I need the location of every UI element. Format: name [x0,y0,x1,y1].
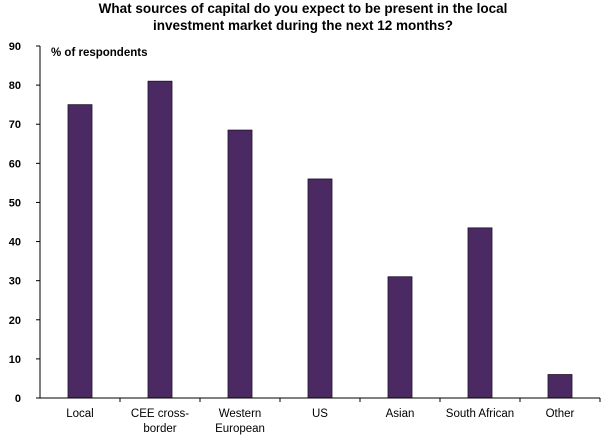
x-tick-label: Other [546,408,575,420]
axes-group [39,46,600,399]
bars-group [67,80,573,399]
bar [547,374,573,399]
y-ticks-group: 0 10 20 30 40 50 60 70 80 90 [9,41,40,405]
y-tick-label: 20 [9,315,21,327]
bar [467,227,493,399]
x-tick-label: Local [66,408,94,420]
x-tick-label: European [215,423,265,435]
chart-title-line: investment market during the next 12 mon… [153,18,453,33]
y-tick-label: 70 [9,119,21,131]
x-tick-label: Western [219,408,262,420]
y-tick-label: 60 [9,158,21,170]
bar [387,276,413,399]
bar [147,80,173,399]
x-tick-label: US [312,408,328,420]
bar [227,129,253,399]
y-tick-label: 40 [9,237,21,249]
chart-title: What sources of capital do you expect to… [99,1,508,33]
x-tick-label: South African [446,408,514,420]
x-labels-group: Local CEE cross-border Western European US As… [66,398,601,435]
y-tick-label: 50 [9,197,21,209]
y-axis-unit-label: % of respondents [51,47,147,59]
x-tick-label: Asian [386,408,415,420]
y-tick-label: 10 [9,354,21,366]
bar [67,104,93,399]
y-tick-label: 0 [15,393,21,405]
y-tick-label: 90 [9,41,21,53]
x-tick-label: CEE cross- [131,408,189,420]
y-tick-label: 30 [9,276,21,288]
bar [307,178,333,399]
x-tick-label: border [143,423,176,435]
y-tick-label: 80 [9,80,21,92]
chart-title-line: What sources of capital do you expect to… [99,1,508,16]
